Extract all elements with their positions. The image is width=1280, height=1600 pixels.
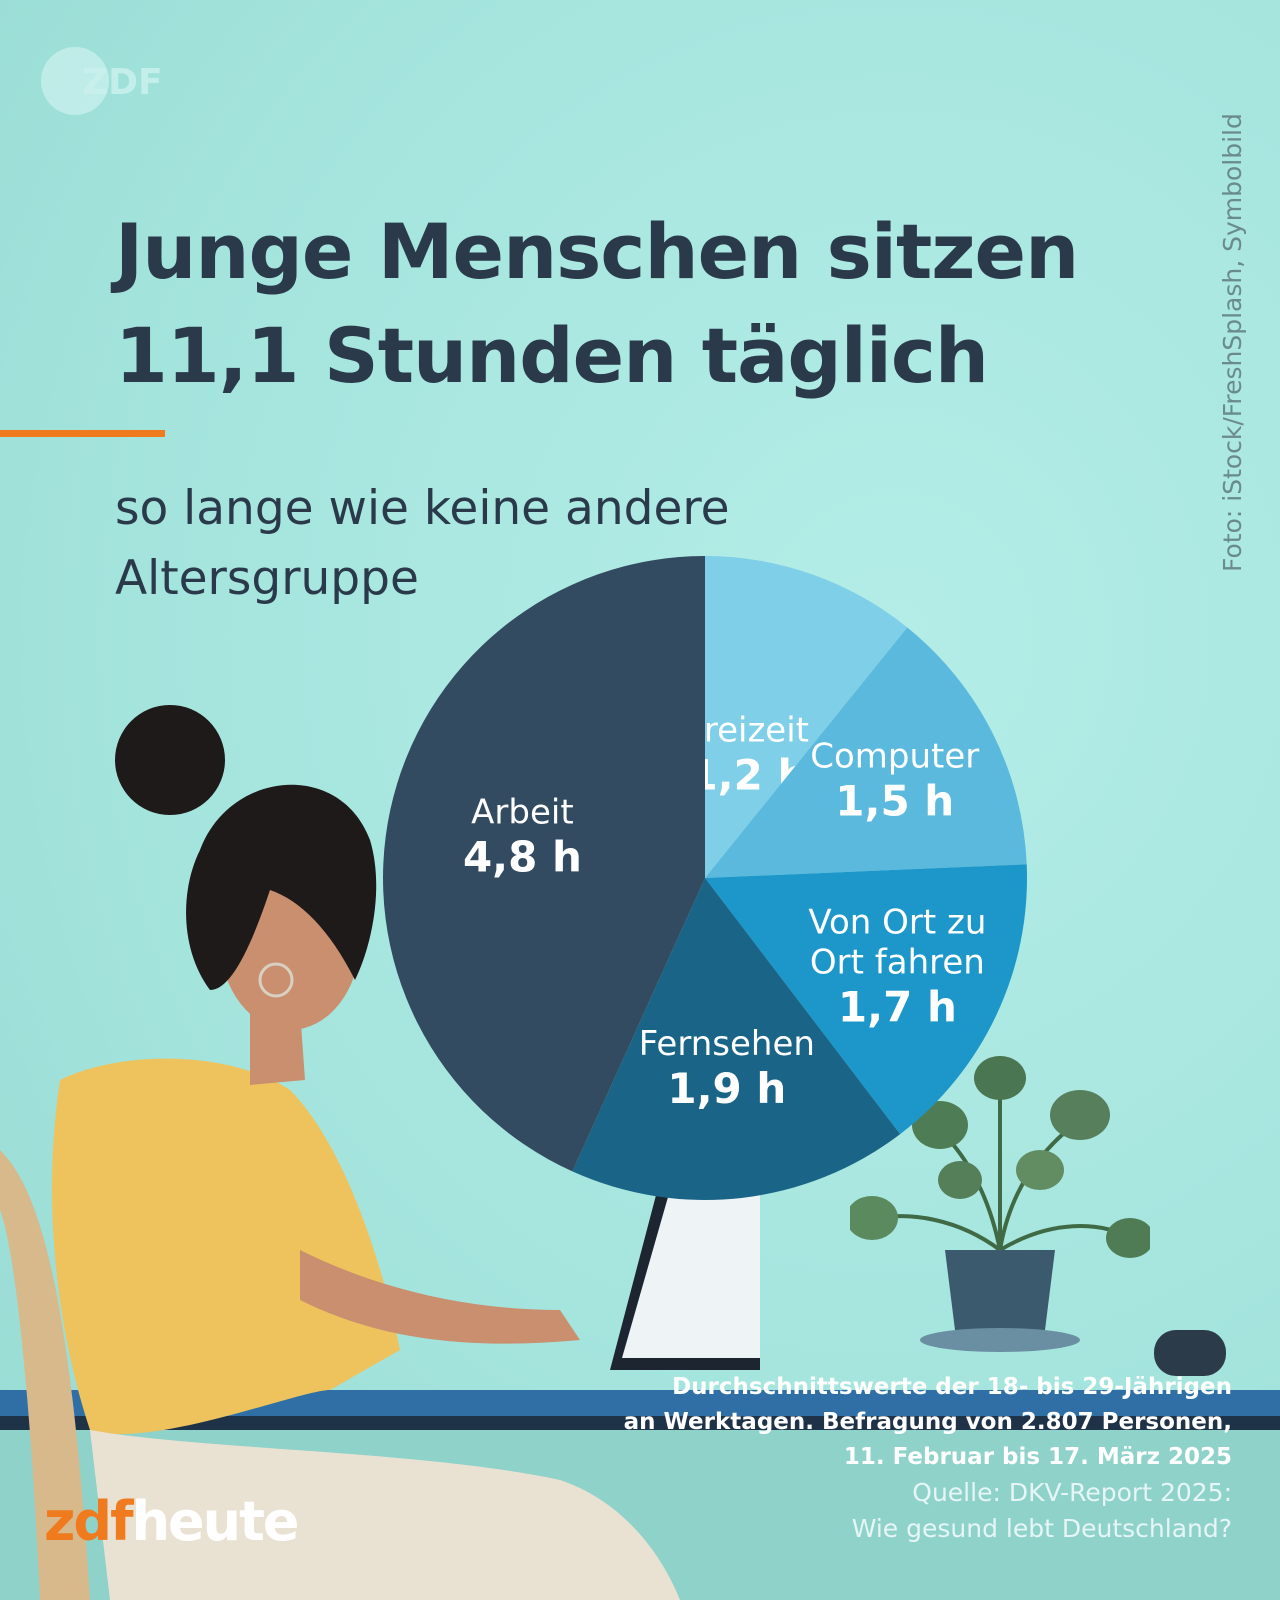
person-illustration xyxy=(0,705,760,1600)
accent-line xyxy=(0,430,165,437)
zdf-logo: ZDF xyxy=(41,47,163,115)
methods-line: an Werktagen. Befragung von 2.807 Person… xyxy=(623,1409,1232,1435)
methods-line: Durchschnittswerte der 18- bis 29-Jährig… xyxy=(672,1374,1232,1400)
methods-note: Durchschnittswerte der 18- bis 29-Jährig… xyxy=(472,1370,1232,1475)
headline: Junge Menschen sitzen 11,1 Stunden tägli… xyxy=(115,207,1079,400)
zdfheute-logo-zdf: zdf xyxy=(44,1490,134,1553)
photo-credit: Foto: iStock/FreshSplash, Symbolbild xyxy=(1218,113,1247,572)
source-line: Wie gesund lebt Deutschland? xyxy=(851,1514,1232,1543)
footnote: Durchschnittswerte der 18- bis 29-Jährig… xyxy=(472,1370,1232,1547)
source-note: Quelle: DKV-Report 2025: Wie gesund lebt… xyxy=(472,1475,1232,1547)
zdf-logo-text: ZDF xyxy=(82,62,163,103)
speaker-illustration xyxy=(1154,1330,1226,1376)
zdfheute-logo-heute: heute xyxy=(131,1490,300,1553)
subtitle: so lange wie keine andere Altersgruppe xyxy=(115,481,730,606)
plant-illustration xyxy=(850,1056,1150,1352)
methods-line: 11. Februar bis 17. März 2025 xyxy=(843,1444,1232,1470)
zdfheute-logo: zdfheute xyxy=(44,1490,300,1553)
source-line: Quelle: DKV-Report 2025: xyxy=(912,1478,1232,1507)
desk-edge xyxy=(0,1416,1280,1430)
